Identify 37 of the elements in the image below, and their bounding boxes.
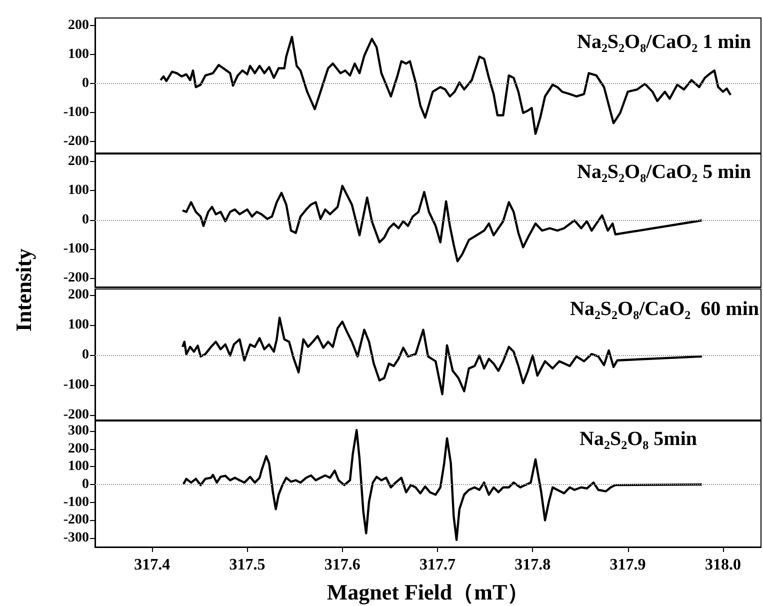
y-tick-label: 200 (68, 18, 89, 33)
y-tick-label: 300 (68, 423, 89, 438)
y-tick-label: -200 (63, 134, 89, 149)
y-tick-label: 200 (68, 441, 89, 456)
y-tick-label: -100 (63, 377, 89, 392)
x-tick-label: 317.9 (610, 556, 646, 574)
y-tick-label: -200 (63, 270, 89, 286)
y-tick-label: -100 (63, 242, 89, 256)
x-tick-label: 318.0 (704, 556, 741, 574)
y-tick-label: 200 (68, 287, 89, 302)
y-tick-label: 0 (82, 477, 89, 492)
y-tick-label: 100 (68, 317, 89, 332)
line-series (181, 184, 704, 262)
y-tick-label: -200 (63, 512, 89, 528)
annotation: Na₂S₂O₈/CaO₂ 1 min (576, 31, 752, 53)
y-axis-title: Intensity (11, 248, 37, 332)
y-tick-label: -200 (63, 407, 89, 422)
y-tick-label: -100 (63, 494, 89, 510)
y-tick-label: 0 (82, 76, 89, 91)
x-tick-label: 317.7 (420, 556, 456, 574)
annotation: Na₂S₂O₈/CaO₂ 60 min (570, 298, 760, 320)
y-tick-label: 100 (68, 183, 89, 198)
y-tick-label: 100 (68, 46, 89, 62)
x-tick-label: 317.6 (324, 556, 360, 574)
x-axis-title: Magnet Field（mT） (326, 580, 530, 604)
y-tick-label: 200 (68, 154, 89, 169)
y-tick-label: 0 (82, 212, 89, 228)
y-tick-label: -100 (63, 104, 89, 120)
x-tick-label: 317.8 (514, 556, 551, 574)
y-tick-label: 100 (68, 459, 89, 474)
annotation: Na₂S₂O₈/CaO₂ 5 min (576, 161, 752, 183)
x-tick-label: 317.5 (229, 556, 266, 574)
y-tick-label: 0 (82, 347, 89, 362)
y-tick-label: -300 (63, 530, 89, 546)
annotation: Na₂S₂O₈ 5min (580, 428, 697, 450)
line-series (182, 429, 704, 541)
x-tick-label: 317.4 (134, 556, 170, 574)
